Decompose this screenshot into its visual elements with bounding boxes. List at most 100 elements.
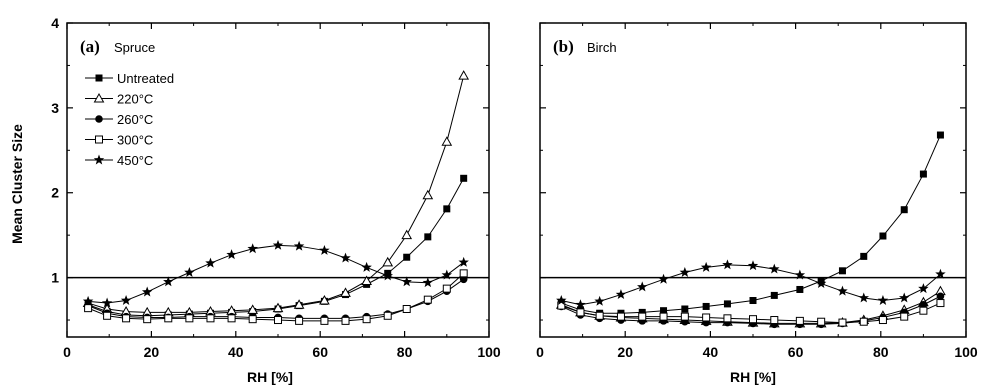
data-point — [919, 170, 927, 178]
legend-label: Untreated — [117, 71, 174, 86]
panel-letter-b: (b) — [553, 37, 574, 56]
data-point — [272, 302, 284, 313]
data-point — [770, 316, 779, 325]
data-point — [382, 256, 394, 267]
data-point — [595, 311, 604, 320]
panel-letter-a: (a) — [80, 37, 100, 56]
plot-frame — [539, 22, 967, 338]
data-point — [899, 292, 910, 303]
data-point — [402, 304, 411, 313]
series-0 — [557, 131, 944, 317]
data-point — [919, 306, 928, 315]
data-point — [838, 267, 846, 275]
x-axis-title-a: RH [%] — [247, 369, 293, 385]
data-point — [184, 267, 195, 277]
data-point — [900, 312, 909, 321]
data-point — [815, 278, 827, 288]
data-point — [122, 314, 131, 323]
data-point — [615, 289, 627, 300]
data-point — [120, 295, 132, 305]
x-tick-label: 0 — [536, 344, 544, 360]
legend-item-2: 260°C — [85, 112, 153, 127]
data-point — [637, 281, 648, 292]
data-point — [103, 311, 112, 320]
data-point — [441, 269, 453, 280]
data-point — [702, 302, 710, 310]
data-point — [293, 299, 305, 309]
data-point — [164, 314, 173, 323]
data-point — [247, 304, 259, 314]
data-point — [319, 244, 330, 255]
legend: Untreated 220°C 260°C 300°C 450°C — [85, 71, 174, 168]
data-point — [205, 257, 216, 268]
data-point — [680, 312, 689, 321]
data-point — [458, 70, 470, 80]
data-point — [638, 308, 646, 316]
series-3 — [557, 299, 945, 327]
legend-label: 260°C — [117, 112, 153, 127]
data-point — [918, 283, 929, 294]
data-point — [659, 312, 668, 321]
data-point — [900, 206, 908, 214]
data-point — [163, 276, 174, 287]
data-point — [749, 315, 757, 324]
data-point — [460, 174, 468, 182]
legend-item-4: 450°C — [85, 153, 153, 168]
x-tick-label: 80 — [873, 344, 889, 360]
data-point — [141, 286, 153, 297]
data-point — [935, 268, 946, 279]
data-point — [878, 316, 887, 325]
data-point — [859, 317, 868, 326]
data-point — [860, 252, 868, 260]
data-point — [362, 315, 371, 324]
data-point — [383, 311, 392, 320]
data-point — [723, 300, 731, 308]
data-point — [82, 295, 94, 306]
x-tick-label: 20 — [144, 344, 160, 360]
data-point — [837, 285, 848, 296]
data-point — [700, 261, 712, 272]
data-point — [770, 291, 778, 299]
data-point — [616, 312, 625, 321]
data-point — [442, 284, 451, 293]
data-point — [877, 295, 889, 305]
x-tick-label: 60 — [312, 344, 328, 360]
data-point — [936, 299, 945, 308]
legend-marker — [95, 74, 103, 82]
x-tick-label: 80 — [397, 344, 413, 360]
data-point — [795, 316, 804, 325]
data-point — [423, 295, 432, 304]
x-tick-label: 20 — [617, 344, 633, 360]
series-3 — [84, 269, 468, 325]
data-point — [226, 249, 237, 260]
y-tick-label: 3 — [51, 100, 59, 116]
data-point — [319, 294, 330, 305]
data-point — [361, 275, 372, 285]
data-point — [424, 233, 432, 241]
data-point — [295, 316, 304, 325]
data-point — [658, 273, 669, 284]
y-tick-label: 2 — [51, 185, 59, 201]
data-point — [422, 189, 434, 200]
data-point — [556, 295, 567, 305]
data-point — [576, 308, 585, 317]
legend-marker — [95, 135, 103, 144]
data-point — [936, 292, 945, 301]
data-point — [794, 269, 806, 280]
x-tick-label: 60 — [788, 344, 804, 360]
series-4 — [82, 239, 469, 308]
data-point — [341, 316, 350, 325]
data-point — [638, 312, 647, 321]
legend-item-1: 220°C — [85, 92, 153, 107]
data-point — [769, 263, 780, 274]
data-point — [747, 260, 759, 271]
x-tick-label: 40 — [703, 344, 719, 360]
data-point — [272, 239, 284, 250]
data-point — [660, 307, 668, 315]
panel-title-spruce: Spruce — [114, 40, 155, 55]
data-point — [361, 261, 372, 272]
data-point — [919, 300, 928, 309]
data-point — [206, 314, 215, 323]
x-tick-label: 100 — [477, 344, 501, 360]
panel-birch: (b) Birch RH [%] 0 20 40 60 80 100 — [536, 22, 978, 385]
